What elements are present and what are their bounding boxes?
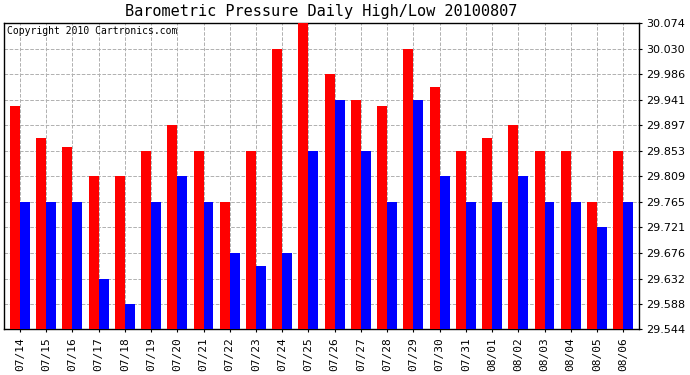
Bar — [325, 74, 335, 330]
Bar — [561, 151, 571, 330]
Bar — [482, 138, 492, 330]
Bar — [10, 106, 20, 330]
Bar — [597, 227, 607, 330]
Bar — [413, 100, 424, 330]
Bar — [167, 125, 177, 330]
Bar — [88, 176, 99, 330]
Bar — [194, 151, 204, 330]
Bar — [335, 100, 344, 330]
Bar — [571, 202, 581, 330]
Bar — [351, 100, 361, 330]
Bar — [299, 23, 308, 330]
Bar — [230, 253, 239, 330]
Bar — [46, 202, 56, 330]
Bar — [308, 151, 318, 330]
Bar — [125, 304, 135, 330]
Bar — [613, 151, 623, 330]
Bar — [151, 202, 161, 330]
Bar — [20, 202, 30, 330]
Bar — [456, 151, 466, 330]
Title: Barometric Pressure Daily High/Low 20100807: Barometric Pressure Daily High/Low 20100… — [126, 4, 518, 19]
Bar — [72, 202, 82, 330]
Bar — [387, 202, 397, 330]
Bar — [282, 253, 292, 330]
Bar — [518, 176, 529, 330]
Bar — [273, 48, 282, 330]
Bar — [141, 151, 151, 330]
Bar — [256, 266, 266, 330]
Bar — [62, 147, 72, 330]
Bar — [440, 176, 450, 330]
Bar — [404, 48, 413, 330]
Bar — [544, 202, 555, 330]
Bar — [204, 202, 213, 330]
Bar — [36, 138, 46, 330]
Bar — [430, 87, 440, 330]
Bar — [377, 106, 387, 330]
Bar — [492, 202, 502, 330]
Bar — [466, 202, 476, 330]
Text: Copyright 2010 Cartronics.com: Copyright 2010 Cartronics.com — [8, 26, 178, 36]
Bar — [99, 279, 108, 330]
Bar — [587, 202, 597, 330]
Bar — [361, 151, 371, 330]
Bar — [246, 151, 256, 330]
Bar — [535, 151, 544, 330]
Bar — [115, 176, 125, 330]
Bar — [509, 125, 518, 330]
Bar — [623, 202, 633, 330]
Bar — [220, 202, 230, 330]
Bar — [177, 176, 187, 330]
